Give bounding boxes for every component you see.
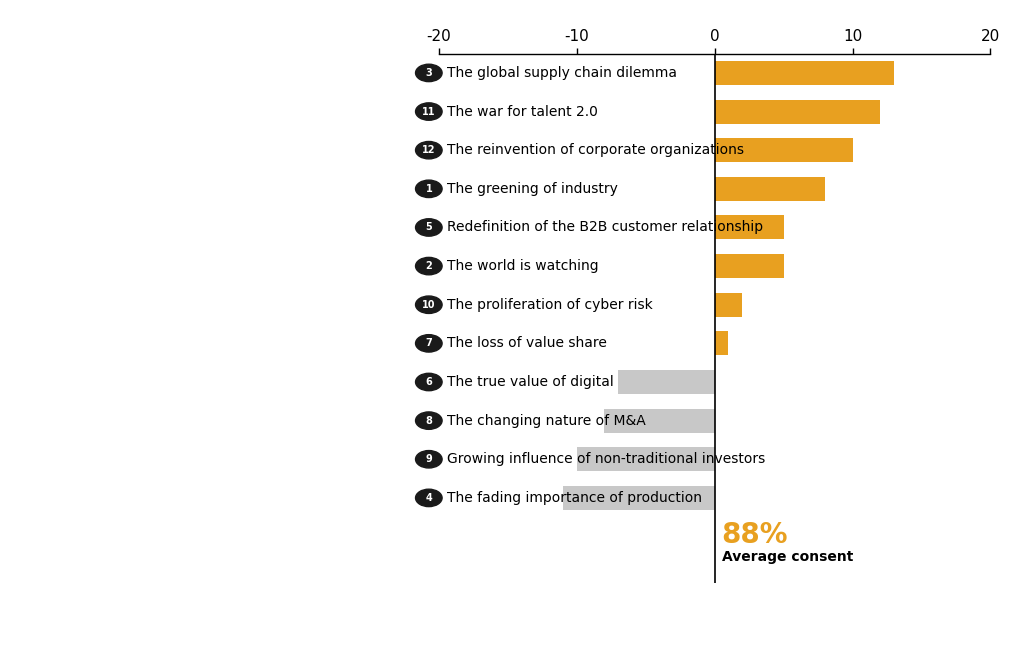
Text: The changing nature of M&A: The changing nature of M&A <box>447 413 646 427</box>
Bar <box>715 100 880 123</box>
Text: 12: 12 <box>422 145 436 155</box>
Text: 9: 9 <box>426 454 432 464</box>
Bar <box>715 293 742 317</box>
Text: The reinvention of corporate organizations: The reinvention of corporate organizatio… <box>447 143 744 157</box>
Bar <box>618 370 715 394</box>
Text: The world is watching: The world is watching <box>447 259 599 273</box>
Bar <box>577 448 715 471</box>
Text: 5: 5 <box>426 222 432 232</box>
Text: 3: 3 <box>426 68 432 78</box>
Text: The true value of digital: The true value of digital <box>447 375 614 389</box>
Text: 88%: 88% <box>722 521 788 549</box>
Text: 4: 4 <box>426 493 432 503</box>
Text: 7: 7 <box>426 338 432 348</box>
Bar <box>715 138 853 162</box>
Text: 11: 11 <box>422 107 436 117</box>
Text: Average consent: Average consent <box>722 550 853 564</box>
Text: 6: 6 <box>426 377 432 387</box>
Bar <box>563 486 715 510</box>
Text: The global supply chain dilemma: The global supply chain dilemma <box>447 66 677 80</box>
Text: The fading importance of production: The fading importance of production <box>447 491 702 505</box>
Text: The greening of industry: The greening of industry <box>447 182 618 196</box>
Text: Growing influence of non-traditional investors: Growing influence of non-traditional inv… <box>447 452 766 466</box>
Bar <box>715 254 784 278</box>
Bar <box>715 177 825 201</box>
Text: 1: 1 <box>426 184 432 194</box>
Text: Redefinition of the B2B customer relationship: Redefinition of the B2B customer relatio… <box>447 220 764 234</box>
Text: The loss of value share: The loss of value share <box>447 336 607 350</box>
Text: The proliferation of cyber risk: The proliferation of cyber risk <box>447 297 653 312</box>
Text: The war for talent 2.0: The war for talent 2.0 <box>447 105 598 119</box>
Bar <box>715 216 784 239</box>
Bar <box>715 332 728 355</box>
Bar <box>604 409 715 433</box>
Text: 10: 10 <box>422 299 436 310</box>
Bar <box>715 61 894 85</box>
Text: 8: 8 <box>426 415 432 425</box>
Text: 2: 2 <box>426 261 432 271</box>
